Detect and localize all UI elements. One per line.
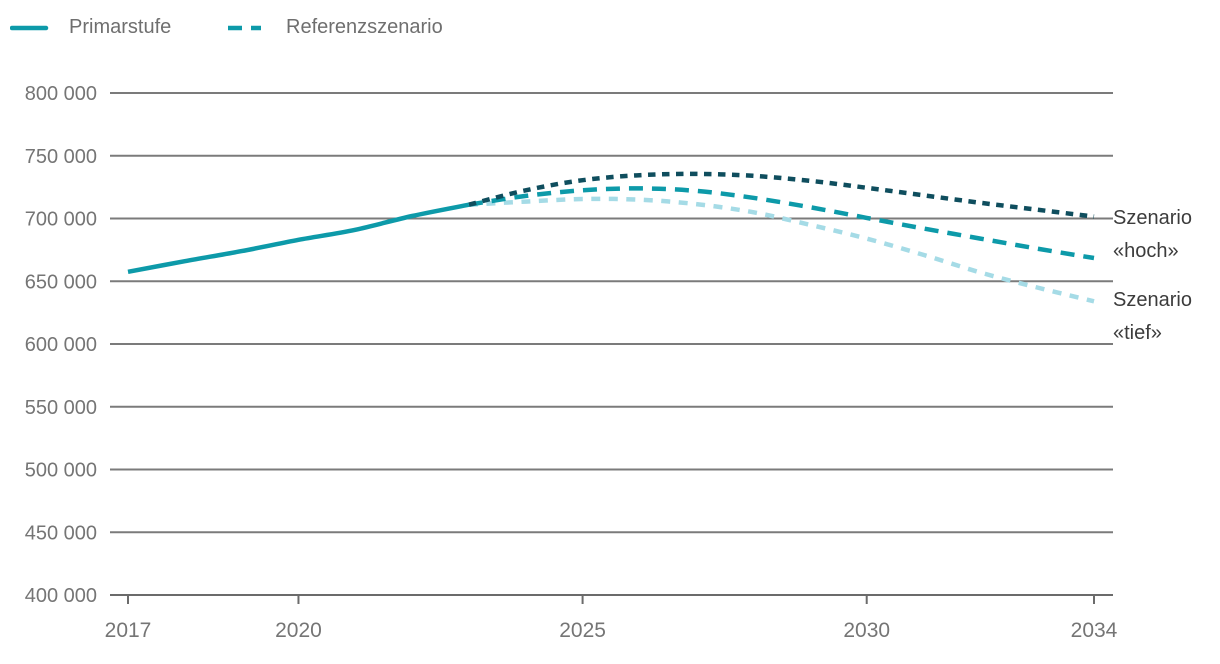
legend-line-solid-icon xyxy=(9,19,54,37)
chart-legend: Primarstufe Referenzszenario xyxy=(0,0,1220,46)
annotation-hoch-line2: «hoch» xyxy=(1113,240,1179,262)
y-axis-label-800000: 800 000 xyxy=(25,83,97,105)
x-axis-label-2020: 2020 xyxy=(275,619,322,642)
legend-label-primarstufe: Primarstufe xyxy=(69,16,172,38)
legend-item-referenzszenario: Referenzszenario xyxy=(227,16,443,39)
legend-line-dashed-icon xyxy=(227,19,271,37)
annotation-szenario-hoch: Szenario «hoch» xyxy=(1113,202,1220,268)
y-axis-label-450000: 450 000 xyxy=(25,522,97,544)
legend-item-primarstufe: Primarstufe xyxy=(9,16,172,39)
annotation-hoch-line1: Szenario xyxy=(1113,207,1192,229)
series-szenario-hoch xyxy=(468,171,1095,219)
y-axis-label-750000: 750 000 xyxy=(25,146,97,168)
y-axis-label-650000: 650 000 xyxy=(25,271,97,293)
legend-label-referenzszenario: Referenzszenario xyxy=(286,16,443,38)
y-axis-label-550000: 550 000 xyxy=(25,397,97,419)
annotation-tief-line2: «tief» xyxy=(1113,322,1162,344)
x-axis-label-2034: 2034 xyxy=(1071,619,1118,642)
annotation-tief-line1: Szenario xyxy=(1113,289,1192,311)
x-axis-label-2025: 2025 xyxy=(559,619,606,642)
x-axis-label-2017: 2017 xyxy=(105,619,152,642)
series-primarstufe xyxy=(127,202,470,275)
series-szenario-tief xyxy=(468,196,1095,304)
y-axis-label-400000: 400 000 xyxy=(25,585,97,607)
y-axis-label-500000: 500 000 xyxy=(25,460,97,482)
y-axis-label-600000: 600 000 xyxy=(25,334,97,356)
x-axis-label-2030: 2030 xyxy=(843,619,890,642)
y-axis-label-700000: 700 000 xyxy=(25,209,97,231)
annotation-szenario-tief: Szenario «tief» xyxy=(1113,284,1220,350)
